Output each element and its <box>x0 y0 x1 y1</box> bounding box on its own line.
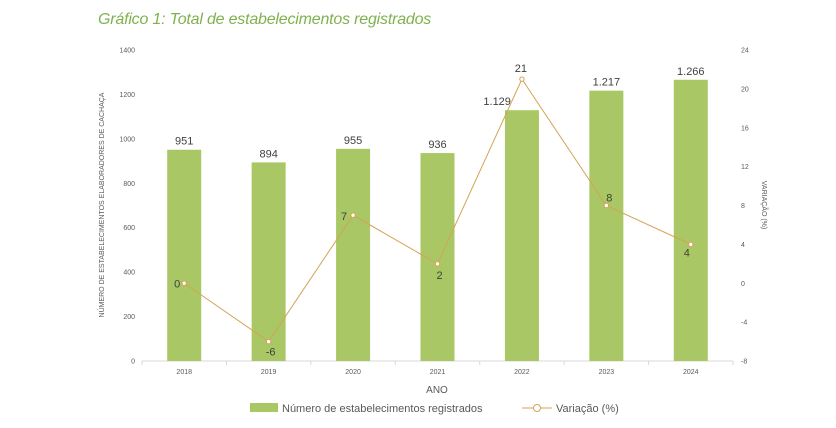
line-marker <box>265 338 272 345</box>
bar-series: 951 894 955 936 1.129 1.217 1.266 <box>167 66 708 361</box>
line-marker <box>434 261 441 267</box>
y-tick-label: 200 <box>123 314 135 321</box>
bar <box>336 148 371 361</box>
y-axis-right: -8 -4 0 4 8 12 16 20 24 <box>741 48 749 366</box>
x-tick-label: 2020 <box>345 369 361 376</box>
y-tick-label: 0 <box>131 359 135 366</box>
y-tick-label: 800 <box>123 181 135 188</box>
line-data-label: 8 <box>606 193 612 205</box>
legend: Número de estabelecimentos registrados V… <box>250 403 619 415</box>
bar-data-label: 894 <box>259 148 277 160</box>
x-axis-title: ANO <box>426 385 448 396</box>
bar-data-label: 1.266 <box>677 66 705 78</box>
x-tick-label: 2019 <box>261 369 277 376</box>
line-marker <box>350 212 356 218</box>
y-tick-label: 1000 <box>119 136 135 143</box>
y2-tick-label: 20 <box>741 86 749 93</box>
x-tick-label: 2023 <box>599 369 615 376</box>
y-axis-title: NÚMERO DE ESTABELECIMENTOS ELABORADORES … <box>97 92 106 317</box>
line-marker <box>181 280 187 286</box>
y-tick-label: 400 <box>123 270 135 277</box>
line-data-label: 4 <box>684 247 690 259</box>
bar <box>167 149 202 361</box>
legend-label-bars: Número de estabelecimentos registrados <box>282 403 483 415</box>
line-data-label: -6 <box>266 347 276 359</box>
y2-tick-label: 12 <box>741 164 749 171</box>
legend-swatch-marker <box>533 404 541 412</box>
x-tick-label: 2024 <box>683 369 699 376</box>
line-data-label: 2 <box>436 270 442 282</box>
x-tick-label: 2018 <box>176 369 192 376</box>
y2-tick-label: -4 <box>741 320 747 327</box>
legend-label-line: Variação (%) <box>556 403 619 415</box>
bar-data-label: 955 <box>344 135 362 147</box>
line-series: 0 -6 7 2 21 8 4 <box>174 63 694 359</box>
y2-tick-label: -8 <box>741 359 747 366</box>
line-marker <box>603 202 610 209</box>
line-marker <box>688 241 694 248</box>
y-axis-left: 0 200 400 600 800 1000 1200 1400 <box>119 48 135 366</box>
x-tick-label: 2022 <box>514 369 530 376</box>
y2-tick-label: 16 <box>741 125 749 132</box>
x-axis-ticks: 2018 2019 2020 2021 2022 2023 2024 <box>141 361 734 376</box>
x-tick-label: 2021 <box>430 369 446 376</box>
chart-title: Gráfico 1: Total de estabelecimentos reg… <box>98 11 432 28</box>
bar <box>251 162 286 361</box>
y-tick-label: 1200 <box>119 92 135 99</box>
line-data-label: 7 <box>341 211 347 223</box>
y2-tick-label: 0 <box>741 281 745 288</box>
legend-swatch-bars <box>250 403 278 412</box>
y2-tick-label: 24 <box>741 48 749 55</box>
line-data-label: 21 <box>515 63 527 75</box>
line-data-label: 0 <box>174 278 180 290</box>
y-tick-label: 600 <box>123 225 135 232</box>
bar <box>504 110 539 361</box>
y2-tick-label: 4 <box>741 242 745 249</box>
bar-data-label: 951 <box>175 136 193 148</box>
bar-data-label: 1.129 <box>483 96 511 108</box>
bar-data-label: 936 <box>428 139 446 151</box>
line-marker <box>519 76 525 82</box>
y2-axis-title: VARIAÇÃO (%) <box>760 181 769 230</box>
bar <box>673 79 708 361</box>
y-tick-label: 1400 <box>119 48 135 55</box>
bar <box>589 90 624 361</box>
bar-data-label: 1.217 <box>593 77 621 89</box>
y2-tick-label: 8 <box>741 203 745 210</box>
